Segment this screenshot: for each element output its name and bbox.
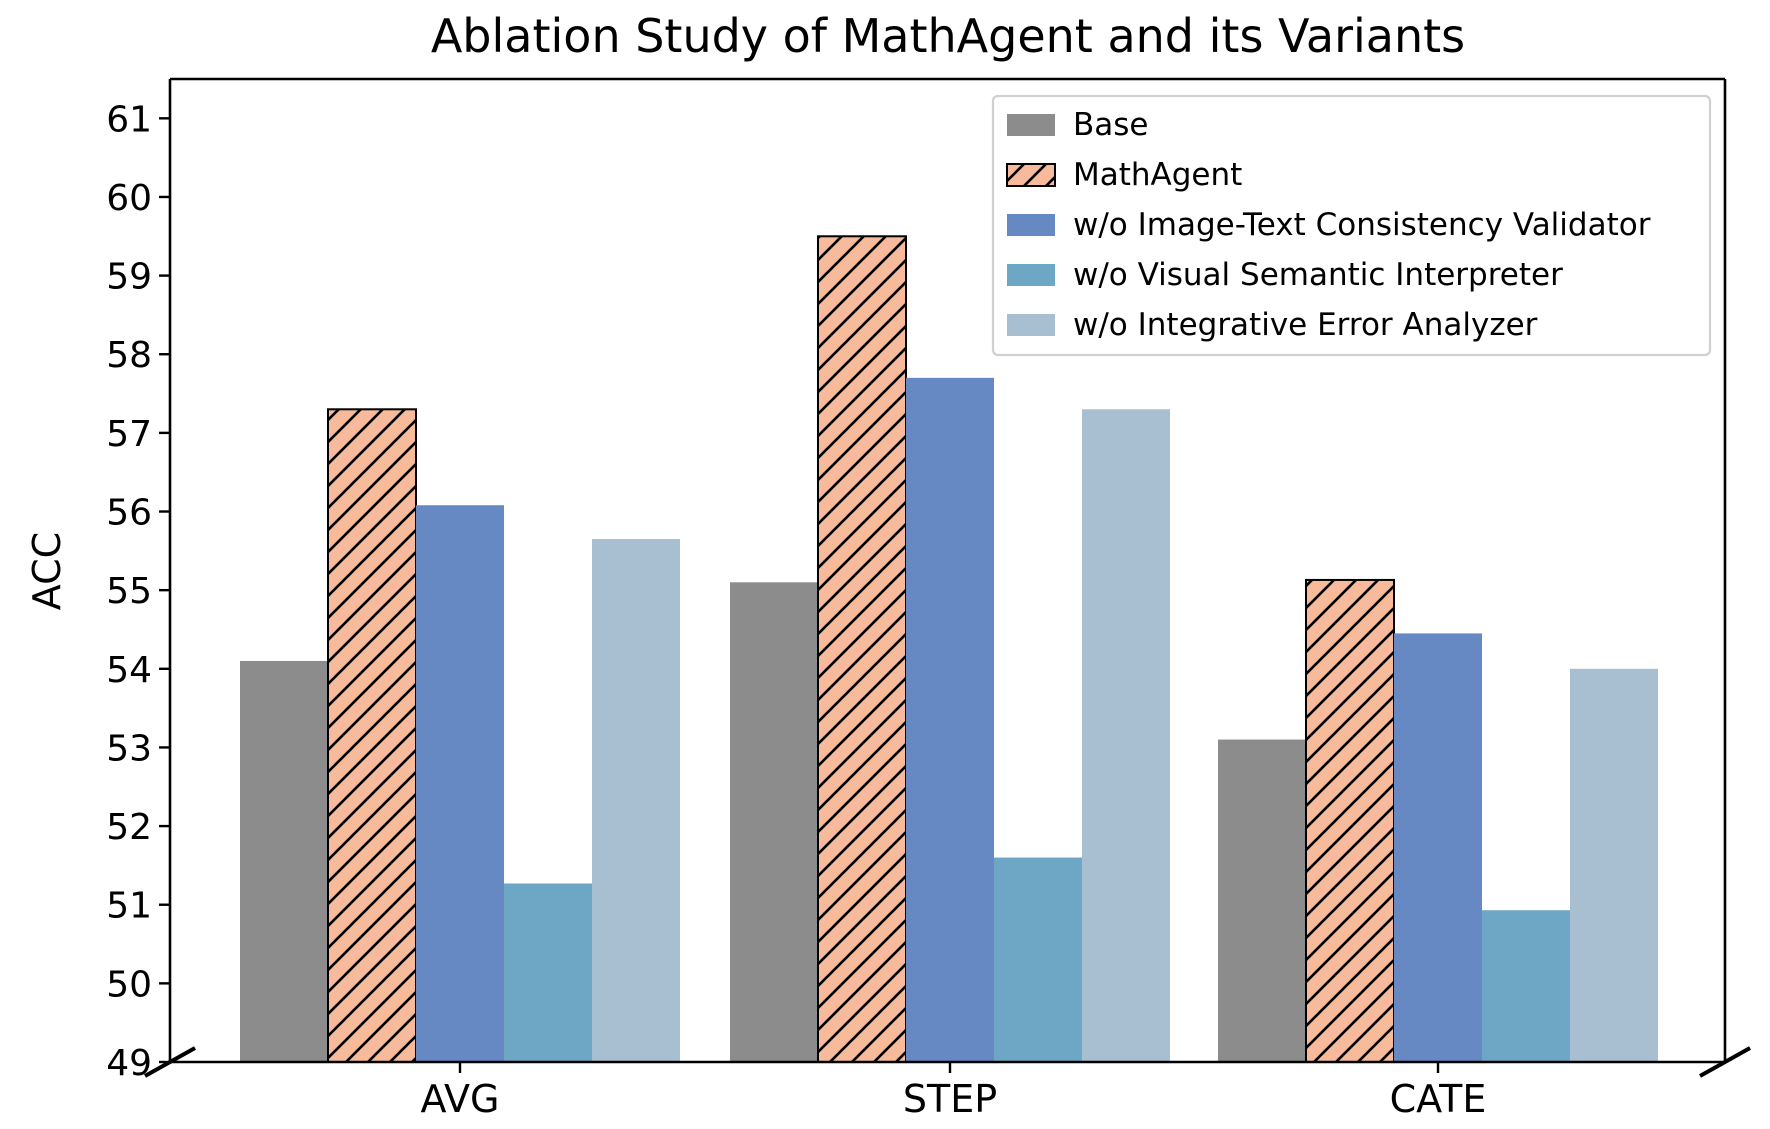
y-tick-label-53: 53 (106, 728, 152, 769)
legend-label-0: Base (1073, 107, 1149, 143)
y-tick-label-50: 50 (106, 964, 152, 1005)
bar-avg-series-0 (240, 660, 328, 1062)
y-tick-label-49: 49 (106, 1043, 152, 1084)
legend-swatch-4 (1007, 314, 1055, 336)
bar-hatch-cate-series-1 (1305, 578, 1395, 1063)
y-tick-label-57: 57 (106, 414, 152, 455)
bar-step-series-4 (1082, 409, 1170, 1062)
legend-swatch-2 (1007, 214, 1055, 236)
x-tick-label-avg: AVG (420, 1077, 499, 1121)
y-tick-label-52: 52 (106, 807, 152, 848)
y-tick-label-54: 54 (106, 650, 152, 691)
bar-step-series-2 (906, 377, 994, 1063)
axis-break-right (1699, 1046, 1751, 1078)
bar-step-series-3 (994, 857, 1082, 1062)
legend-label-1: MathAgent (1073, 157, 1242, 193)
bar-hatch-avg-series-1 (327, 408, 417, 1064)
y-tick-label-61: 61 (106, 99, 152, 140)
bar-cate-series-2 (1394, 633, 1482, 1062)
y-tick-label-51: 51 (106, 886, 152, 927)
bar-avg-series-2 (416, 505, 504, 1063)
legend-swatch-3 (1007, 264, 1055, 286)
legend: Base MathAgent w/o Image-Text Consistency … (991, 94, 1712, 357)
x-tick-label-cate: CATE (1390, 1077, 1487, 1121)
bar-avg-series-3 (504, 883, 592, 1062)
y-tick-label-55: 55 (106, 571, 152, 612)
y-tick-label-60: 60 (106, 178, 152, 219)
y-tick-label-56: 56 (106, 493, 152, 534)
bar-avg-series-4 (592, 539, 680, 1062)
bar-hatch-step-series-1 (817, 235, 907, 1063)
legend-swatch-0 (1007, 114, 1055, 136)
bar-cate-series-0 (1218, 739, 1306, 1062)
legend-box (991, 94, 1712, 357)
x-tick-label-step: STEP (903, 1077, 997, 1121)
chart-title: Ablation Study of MathAgent and its Vari… (431, 9, 1465, 63)
legend-swatch-hatch-1 (1006, 163, 1056, 187)
legend-label-4: w/o Integrative Error Analyzer (1073, 307, 1538, 343)
legend-label-2: w/o Image-Text Consistency Validator (1073, 207, 1651, 243)
bar-cate-series-4 (1570, 668, 1658, 1062)
bar-step-series-0 (730, 582, 818, 1062)
y-tick-label-58: 58 (106, 335, 152, 376)
y-axis-label: ACC (25, 532, 69, 610)
bar-cate-series-3 (1482, 910, 1570, 1062)
y-tick-label-59: 59 (106, 257, 152, 298)
plot-area: 49 50 51 52 53 54 55 56 57 58 59 60 61 AVG STEP CATE (106, 77, 1751, 1121)
legend-label-3: w/o Visual Semantic Interpreter (1073, 257, 1563, 293)
